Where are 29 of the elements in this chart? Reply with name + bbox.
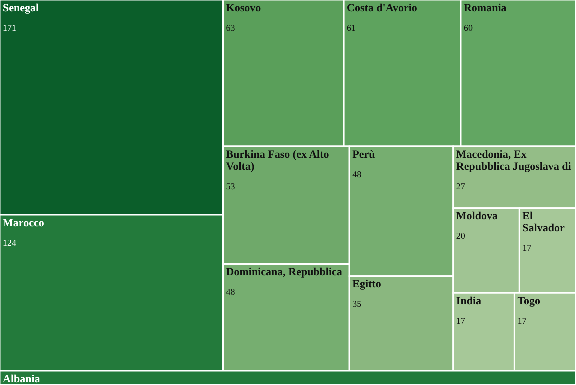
data-label: 35 — [352, 299, 362, 310]
data-label: 27 — [456, 181, 466, 192]
data-label: 60 — [464, 22, 474, 33]
data-label: 61 — [347, 22, 356, 33]
category-label: Perù — [352, 148, 376, 161]
category-label: Marocco — [3, 217, 45, 230]
category-label: Egitto — [352, 278, 382, 291]
data-label: 48 — [226, 287, 236, 298]
data-label: 17 — [522, 243, 532, 254]
category-label: Senegal — [3, 2, 40, 14]
data-label: 48 — [352, 169, 362, 180]
category-label: Romania — [464, 2, 508, 14]
category-label: Moldova — [456, 210, 498, 223]
data-label: 63 — [226, 22, 236, 33]
category-label: Albania — [3, 373, 41, 385]
category-label: El Salvador — [522, 210, 565, 235]
data-label: 53 — [226, 181, 236, 192]
data-label: 17 — [456, 316, 466, 326]
category-label: Kosovo — [226, 2, 262, 14]
category-label: Dominicana, Repubblica — [226, 266, 343, 279]
category-label: India — [456, 295, 482, 308]
category-label: Togo — [518, 295, 542, 308]
data-label: 17 — [518, 316, 528, 326]
data-label: 20 — [456, 231, 466, 242]
data-label: 124 — [3, 238, 17, 248]
category-label: Macedonia, Ex Repubblica Jugoslava di — [456, 148, 572, 173]
data-label: 171 — [3, 22, 16, 33]
category-label: Costa d'Avorio — [347, 2, 418, 14]
category-label: Burkina Faso (ex Alto Volta) — [226, 148, 330, 173]
